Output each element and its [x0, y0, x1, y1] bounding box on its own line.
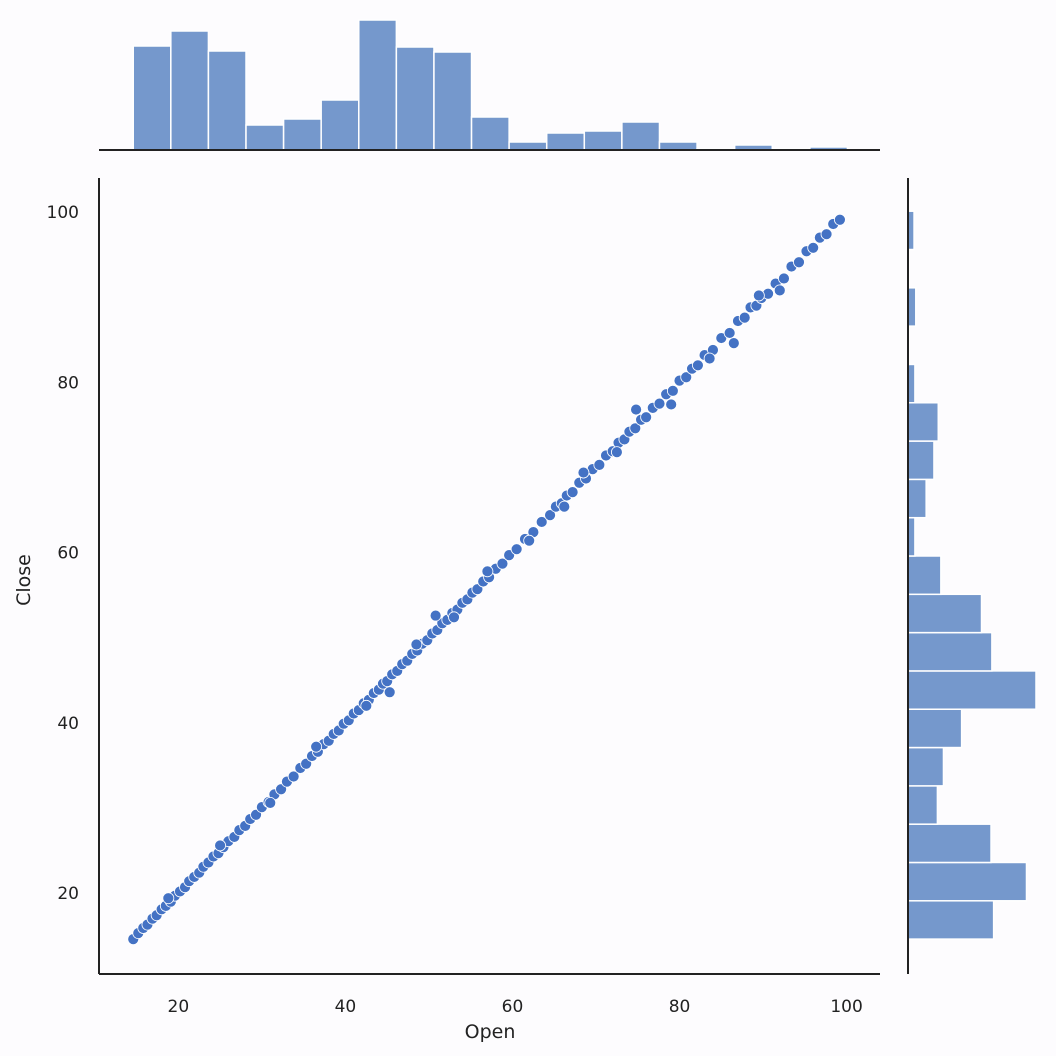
scatter-point	[214, 839, 227, 852]
top-histogram-bar	[658, 141, 698, 151]
right-histogram-bar	[907, 516, 916, 557]
scatter-point	[692, 359, 704, 372]
scatter-point	[577, 466, 590, 479]
top-histogram-bar	[470, 116, 510, 151]
scatter-point	[665, 398, 678, 411]
scatter-point	[535, 516, 548, 528]
scatter-point	[752, 289, 765, 302]
scatter-point	[566, 486, 579, 499]
right-histogram-bar	[907, 478, 927, 519]
right-histogram-bar	[907, 861, 1028, 902]
right-histogram-bar	[907, 631, 993, 672]
scatter-point	[481, 565, 494, 578]
scatter-point	[448, 611, 460, 624]
x-tick-label: 60	[502, 997, 524, 1017]
scatter-point	[703, 352, 716, 365]
scatter-plot	[127, 213, 846, 945]
scatter-point	[510, 543, 523, 556]
top-histogram-bar	[207, 50, 247, 151]
scatter-point	[727, 337, 740, 350]
right-histogram-bar	[907, 402, 940, 442]
scatter-point	[666, 384, 679, 397]
right-histogram-bar	[907, 363, 916, 404]
scatter-point	[523, 534, 536, 547]
scatter-point	[680, 371, 693, 384]
scatter-point	[310, 740, 323, 753]
y-axis-label: Close	[13, 554, 35, 606]
top-histogram-bar	[245, 124, 285, 151]
right-histogram-bar	[907, 555, 942, 596]
x-axis-label: Open	[465, 1021, 516, 1043]
top-histogram-bar	[395, 46, 435, 151]
scatter-point	[820, 228, 833, 241]
scatter-point	[629, 422, 642, 435]
top-histogram-bar	[433, 51, 473, 151]
scatter-point	[162, 892, 175, 905]
scatter-point	[544, 509, 556, 522]
x-tick-label: 100	[830, 997, 862, 1017]
right-histogram-bar	[907, 708, 963, 749]
y-tick-label: 40	[57, 714, 79, 734]
scatter-point	[264, 796, 277, 809]
top-histogram-bar	[358, 19, 398, 151]
scatter-point	[287, 770, 300, 783]
top-histogram	[99, 19, 880, 151]
top-histogram-bar	[170, 30, 210, 151]
y-tick-label: 20	[57, 884, 79, 904]
scatter-point	[429, 609, 442, 622]
scatter-point	[360, 699, 373, 712]
scatter-point	[496, 557, 509, 570]
scatter-point	[778, 272, 790, 285]
scatter-point	[723, 327, 736, 339]
right-histogram-bar	[907, 287, 917, 327]
top-histogram-bar	[282, 118, 322, 151]
y-tick-label: 100	[47, 203, 79, 223]
scatter-point	[593, 459, 606, 471]
y-tick-label: 60	[57, 544, 79, 564]
scatter-point	[807, 241, 820, 254]
scatter-point	[773, 284, 786, 297]
scatter-point	[383, 686, 396, 699]
top-histogram-bar	[508, 141, 548, 151]
scatter-point	[738, 311, 751, 324]
scatter-point	[410, 638, 423, 651]
right-histogram-bar	[907, 823, 992, 864]
scatter-point	[653, 397, 666, 410]
scatter-point	[610, 446, 623, 459]
right-histogram-bar	[907, 746, 945, 787]
right-histogram-bar	[907, 785, 939, 825]
top-histogram-bar	[545, 132, 586, 151]
scatter-point	[558, 500, 571, 513]
scatter-point	[793, 256, 805, 269]
right-histogram	[907, 178, 1037, 974]
scatter-point	[630, 403, 642, 416]
right-histogram-bar	[907, 670, 1037, 710]
right-histogram-bar	[907, 593, 983, 634]
right-histogram-bar	[907, 440, 935, 481]
axes: 20 40 60 80 100 20 40 60 80 100	[47, 178, 880, 1017]
scatter-point	[640, 411, 653, 424]
top-histogram-bar	[132, 45, 172, 151]
x-tick-label: 80	[669, 997, 691, 1017]
right-histogram-bar	[907, 900, 995, 940]
scatter-point	[834, 213, 846, 226]
x-tick-label: 40	[335, 997, 357, 1017]
top-histogram-bar	[621, 121, 661, 151]
top-histogram-bar	[583, 130, 623, 151]
y-tick-label: 80	[57, 373, 79, 393]
x-tick-label: 20	[168, 997, 190, 1017]
top-histogram-bar	[320, 99, 360, 151]
